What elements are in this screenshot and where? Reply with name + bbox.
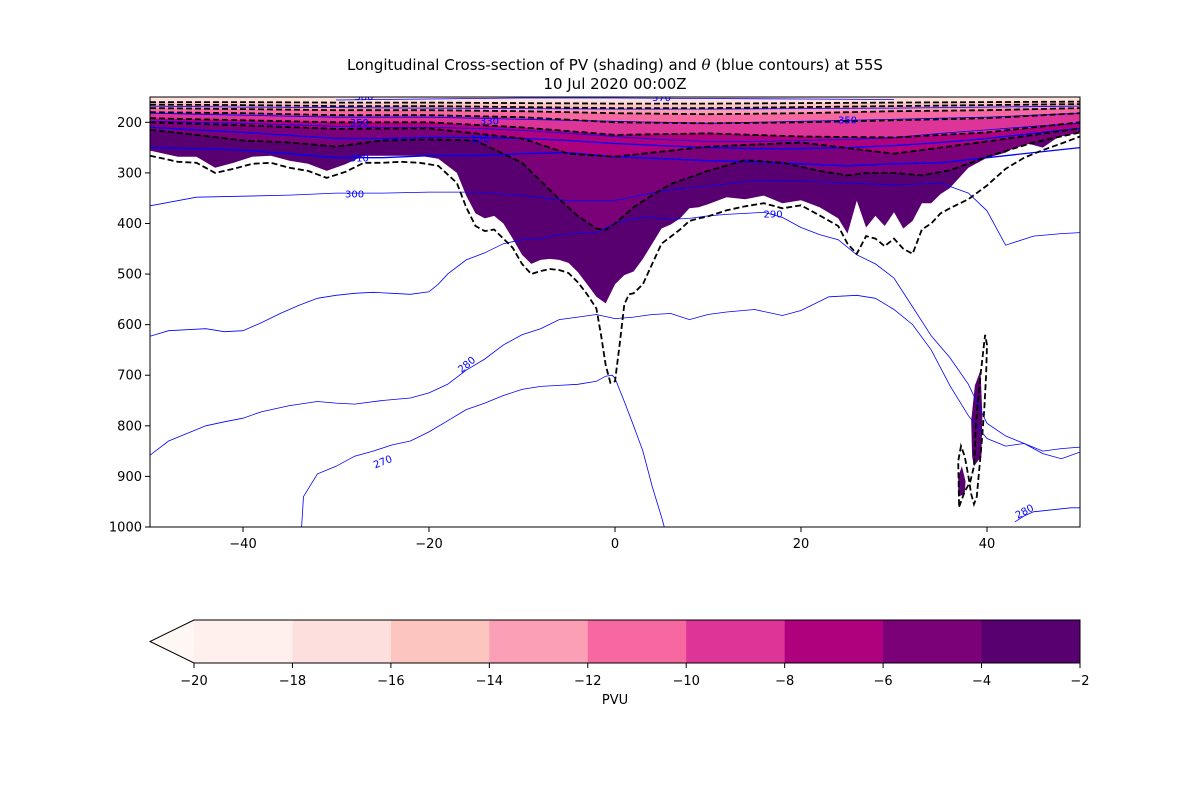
y-tick-label: 1000 — [109, 521, 142, 536]
theta-contour-label: 320 — [471, 135, 490, 146]
theta-contour-label: 290 — [764, 209, 783, 220]
colorbar-tick-label: −14 — [476, 674, 503, 689]
y-tick-label: 900 — [117, 470, 142, 485]
theta-contour — [150, 120, 1080, 142]
svg-text:380: 380 — [354, 92, 373, 103]
colorbar-segment — [686, 620, 786, 663]
colorbar-extend-min — [150, 620, 194, 663]
colorbar-tick-label: −12 — [574, 674, 601, 689]
svg-text:270: 270 — [372, 454, 394, 471]
theta-contour — [301, 374, 665, 527]
pv-shading-blob — [958, 466, 966, 497]
colorbar-tick-label: −18 — [279, 674, 306, 689]
colorbar: −20 −18 −16 −14 −12 −10 −8 −6 −4 −2 — [148, 619, 1090, 689]
colorbar-segment — [489, 620, 589, 663]
x-tick-label: −20 — [415, 537, 442, 552]
colorbar-outline — [148, 619, 1081, 664]
svg-text:290: 290 — [764, 209, 783, 220]
colorbar-segment — [292, 620, 392, 663]
colorbar-tick-label: −20 — [180, 674, 207, 689]
y-tick-label: 500 — [117, 268, 142, 283]
svg-text:350: 350 — [838, 115, 857, 126]
pv-dashed-contour — [150, 121, 1080, 158]
theta-contour-label: 350 — [350, 118, 369, 129]
axes: −40 −20 0 20 40 200 300 400 500 600 700 800 900 1000 — [109, 96, 1081, 552]
pv-dashed-contour — [150, 100, 1080, 105]
pv-dashed-contour — [150, 111, 1080, 125]
x-tick-label: −40 — [229, 537, 256, 552]
theta-contour-label: 300 — [345, 190, 364, 201]
pv-dashed-contour — [150, 107, 1080, 116]
pv-dashed-contour — [150, 135, 1080, 384]
theta-contour-label: 270 — [372, 454, 394, 471]
colorbar-tick-label: −16 — [377, 674, 404, 689]
theta-contour-label: 330 — [480, 116, 499, 127]
theta-contour — [150, 180, 1080, 246]
svg-text:370: 370 — [652, 93, 671, 104]
theta-contour-label: 280 — [456, 355, 478, 376]
pv-dashed-contour — [150, 103, 1080, 109]
y-tick-label: 300 — [117, 166, 142, 181]
x-tick-label: 20 — [793, 537, 810, 552]
x-tick-label: 40 — [979, 537, 996, 552]
plot-area: 270 280 280 290 300 310 320 330 350 350 380 370 — [150, 92, 1080, 527]
colorbar-segment — [390, 620, 490, 663]
colorbar-tick-label: −4 — [972, 674, 991, 689]
chart-title-line1: Longitudinal Cross-section of PV (shadin… — [347, 56, 883, 74]
svg-text:320: 320 — [471, 135, 490, 146]
svg-text:310: 310 — [350, 154, 369, 165]
theta-contour — [150, 112, 1080, 124]
colorbar-segment — [981, 620, 1081, 663]
colorbar-segment — [194, 620, 293, 663]
colorbar-tick-label: −8 — [775, 674, 794, 689]
y-tick-label: 400 — [117, 217, 142, 232]
x-tick-label: 0 — [611, 537, 619, 552]
svg-text:350: 350 — [350, 118, 369, 129]
pv-dashed-contour — [957, 334, 988, 508]
theta-contour — [335, 97, 895, 101]
colorbar-segment — [784, 620, 884, 663]
chart-title-line2: 10 Jul 2020 00:00Z — [543, 75, 686, 93]
theta-contour-label: 370 — [652, 93, 671, 104]
colorbar-segment — [587, 620, 687, 663]
y-tick-label: 600 — [117, 318, 142, 333]
svg-text:300: 300 — [345, 190, 364, 201]
theta-contour — [1014, 507, 1080, 523]
colorbar-label: PVU — [602, 693, 628, 708]
theta-contour — [150, 126, 1080, 150]
theta-contour — [150, 211, 1080, 460]
colorbar-tick-label: −6 — [874, 674, 893, 689]
y-tick-label: 200 — [117, 116, 142, 131]
y-tick-label: 700 — [117, 369, 142, 384]
theta-contour-label: 310 — [350, 154, 369, 165]
colorbar-segment — [883, 620, 982, 663]
theta-contour-label: 350 — [838, 115, 857, 126]
theta-contour — [150, 294, 1080, 456]
pv-dashed-contour — [150, 129, 1080, 231]
theta-contour — [150, 105, 1080, 110]
pv-dashed-contour — [150, 117, 1080, 139]
y-tick-label: 800 — [117, 419, 142, 434]
theta-contour-label: 280 — [1014, 503, 1036, 522]
colorbar-tick-label: −2 — [1070, 674, 1089, 689]
svg-text:330: 330 — [480, 116, 499, 127]
theta-contour-label: 380 — [354, 92, 373, 103]
colorbar-tick-label: −10 — [673, 674, 700, 689]
